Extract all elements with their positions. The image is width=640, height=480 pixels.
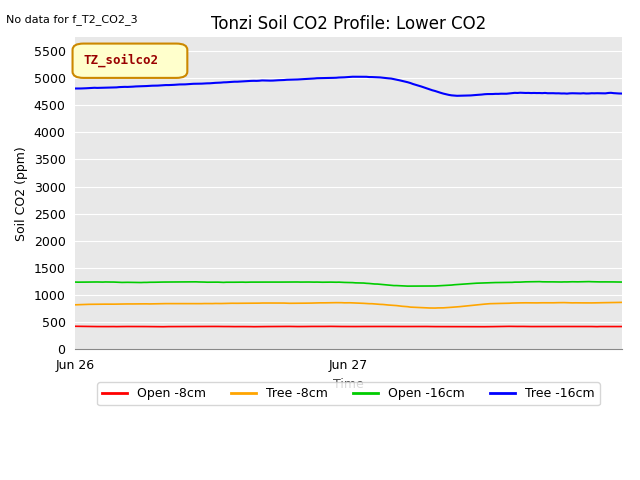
Legend: Open -8cm, Tree -8cm, Open -16cm, Tree -16cm: Open -8cm, Tree -8cm, Open -16cm, Tree -… <box>97 383 600 406</box>
Text: TZ_soilco2: TZ_soilco2 <box>83 54 159 67</box>
Text: No data for f_T2_CO2_3: No data for f_T2_CO2_3 <box>6 14 138 25</box>
Y-axis label: Soil CO2 (ppm): Soil CO2 (ppm) <box>15 146 28 240</box>
FancyBboxPatch shape <box>72 44 188 78</box>
Title: Tonzi Soil CO2 Profile: Lower CO2: Tonzi Soil CO2 Profile: Lower CO2 <box>211 15 486 33</box>
X-axis label: Time: Time <box>333 378 364 391</box>
